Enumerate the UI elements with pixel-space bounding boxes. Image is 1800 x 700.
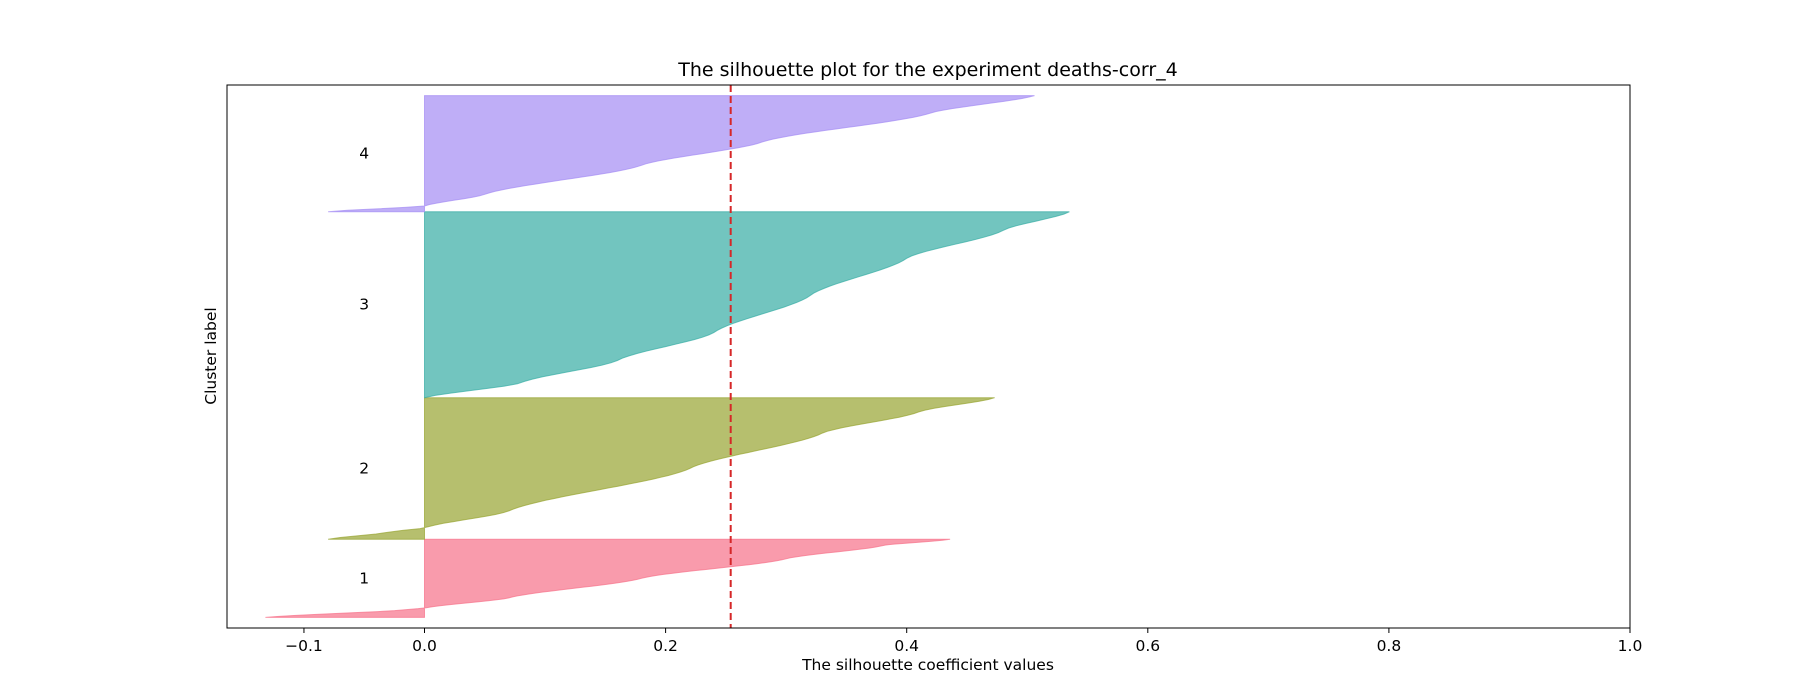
x-tick-label: −0.1 — [285, 637, 323, 655]
x-axis-label: The silhouette coefficient values — [801, 656, 1054, 674]
x-axis-ticks: −0.1 0.0 0.2 0.4 0.6 0.8 1.0 — [285, 628, 1642, 655]
x-tick-label: 0.0 — [412, 637, 437, 655]
cluster-3-silhouette — [424, 211, 1070, 399]
x-tick-label: 0.8 — [1377, 637, 1402, 655]
cluster-label-2: 2 — [359, 459, 369, 477]
x-tick-label: 0.4 — [894, 637, 919, 655]
x-tick-label: 0.2 — [653, 637, 678, 655]
cluster-4-silhouette — [328, 95, 1035, 213]
x-tick-label: 0.6 — [1135, 637, 1160, 655]
chart-title: The silhouette plot for the experiment d… — [677, 59, 1177, 81]
cluster-label-1: 1 — [359, 569, 369, 587]
cluster-1-silhouette — [265, 538, 951, 618]
y-axis-label: Cluster label — [202, 307, 220, 404]
cluster-label-3: 3 — [359, 296, 369, 314]
cluster-2-silhouette — [328, 397, 995, 540]
axes-frame — [226, 84, 1631, 629]
plot-area: 1 2 3 4 — [265, 85, 1070, 628]
x-tick-label: 1.0 — [1618, 637, 1643, 655]
cluster-label-4: 4 — [359, 145, 369, 163]
